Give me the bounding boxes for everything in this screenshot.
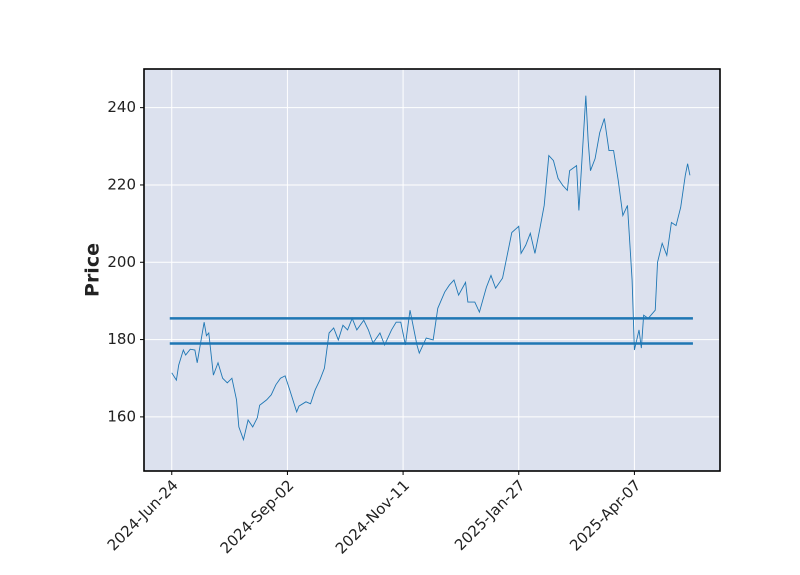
x-tick-label: 2024-Nov-11 <box>332 476 413 557</box>
price-line <box>171 95 691 442</box>
x-tick-label: 2024-Sep-02 <box>217 476 298 557</box>
x-tick-label: 2025-Jan-27 <box>451 476 529 554</box>
plot-frame <box>143 68 721 472</box>
y-tick-label: 180 <box>107 330 136 348</box>
x-tick-label: 2024-Jun-24 <box>104 476 182 554</box>
marks <box>169 95 693 442</box>
y-tick-label: 220 <box>107 175 136 193</box>
plot-area <box>144 69 720 471</box>
y-tick-label: 240 <box>107 98 136 116</box>
y-tick-label: 160 <box>107 407 136 425</box>
grid <box>144 69 720 471</box>
x-tick-label: 2025-Apr-07 <box>566 476 644 554</box>
y-axis-label: Price <box>82 243 104 297</box>
y-tick-label: 200 <box>107 253 136 271</box>
